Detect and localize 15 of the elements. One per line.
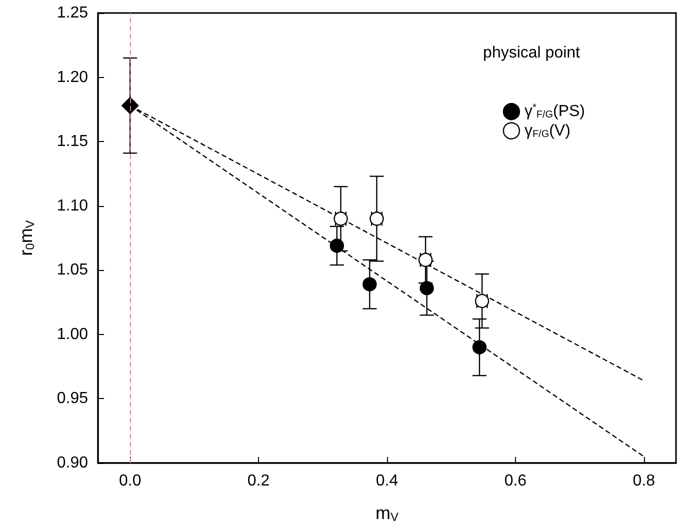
y-axis-title: r0mV (16, 220, 37, 256)
y-tick-label: 0.90 (56, 454, 88, 472)
y-tick-label: 0.95 (56, 390, 88, 408)
x-tick-label: 0.4 (376, 472, 398, 490)
y-tick-label: 1.10 (56, 197, 88, 214)
y-tick-label: 1.25 (56, 4, 88, 22)
x-tick-label: 0.8 (632, 472, 656, 490)
x-tick-label: 0.6 (504, 472, 527, 490)
y-tick-label: 1.05 (56, 262, 88, 279)
x-tick-label: 0.2 (247, 472, 270, 490)
y-tick-label: 1.15 (56, 133, 88, 150)
x-tick-label: 0.0 (118, 472, 142, 490)
annotation: physical point (483, 44, 581, 62)
y-tick-label: 1.00 (56, 326, 88, 343)
y-tick-label: 1.20 (56, 68, 88, 86)
